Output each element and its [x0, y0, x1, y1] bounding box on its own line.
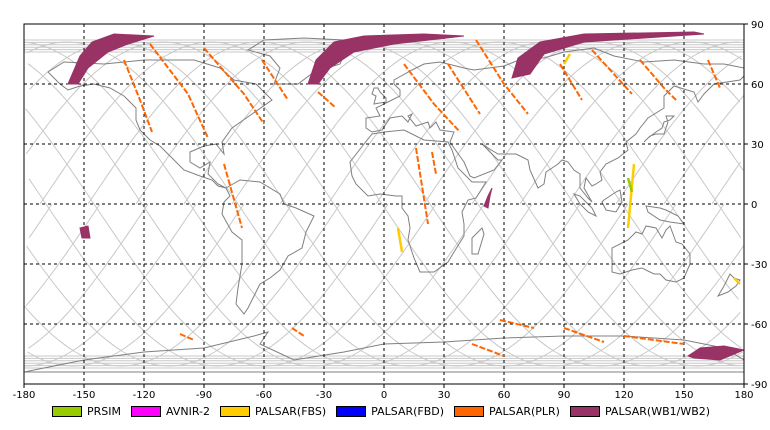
orbit-tracks [24, 39, 744, 369]
swath-plr [431, 151, 437, 175]
swath-plr [471, 343, 505, 357]
coastline-madagascar [471, 227, 485, 255]
swath-plr [317, 91, 337, 109]
swath-fbs [733, 277, 741, 285]
legend-label: AVNIR-2 [166, 404, 210, 418]
legend-item: PALSAR(FBS) [219, 404, 327, 418]
swath-wb [483, 187, 493, 209]
swath-plr [291, 327, 305, 337]
legend-label: PALSAR(FBS) [254, 404, 327, 418]
legend-label: PALSAR(WB1/WB2) [604, 404, 711, 418]
legend-item: PALSAR(FBD) [336, 405, 444, 418]
lat-tick-label: 30 [751, 140, 764, 151]
swath-plr [403, 63, 461, 133]
lat-tick-label: -90 [751, 380, 767, 391]
swath-fbs [562, 53, 572, 65]
legend-item: PRSIM [52, 405, 121, 418]
coastline-sumatra [572, 193, 598, 218]
swath-plr [639, 59, 677, 101]
swath-plr [223, 163, 243, 229]
longitude-ticks: -180 -150 -120 -90 -60 -30 0 30 60 90 120 150 180 [13, 384, 754, 401]
legend-swatch [52, 405, 82, 417]
legend-swatch [131, 405, 161, 417]
legend-item: PALSAR(PLR) [454, 405, 560, 418]
orbit-track [26, 41, 742, 367]
coastline-africa [349, 129, 487, 273]
lon-tick-label: 150 [674, 390, 693, 401]
coastline-uk [371, 87, 387, 105]
orbit-track [39, 41, 725, 367]
legend-item: AVNIR-2 [131, 405, 210, 418]
legend-label: PALSAR(PLR) [489, 404, 560, 418]
lon-tick-label: 180 [734, 390, 753, 401]
swath-plr [707, 59, 721, 89]
coastline-borneo [601, 189, 623, 213]
coastline-north-america [47, 59, 273, 189]
swath-plr [203, 47, 265, 125]
orbit-track [27, 41, 743, 367]
swath-plr [149, 43, 209, 139]
lon-tick-label: 30 [438, 390, 451, 401]
lat-tick-label: -30 [751, 260, 767, 271]
swath-fbs [396, 227, 404, 253]
swath-plr [563, 327, 605, 343]
swath-plr [475, 39, 529, 115]
lon-tick-label: -150 [73, 390, 96, 401]
swath-wb [511, 31, 705, 79]
swath-plr [559, 63, 583, 101]
lat-tick-label: 60 [751, 80, 764, 91]
coastline-eurasia [365, 47, 744, 203]
lat-tick-label: 0 [751, 200, 757, 211]
legend-label: PRSIM [87, 404, 121, 418]
swath-wb [79, 225, 91, 239]
lon-tick-label: 90 [558, 390, 571, 401]
lon-tick-label: -180 [13, 390, 36, 401]
lon-tick-label: 60 [498, 390, 511, 401]
legend-swatch [454, 405, 485, 417]
legend: PRSIM AVNIR-2 PALSAR(FBS) PALSAR(FBD) PALSAR… [52, 403, 720, 419]
legend-swatch [336, 405, 367, 417]
latitude-ticks: 90 60 30 0 -30 -60 -90 [744, 20, 767, 391]
legend-swatch [569, 405, 600, 417]
lon-tick-label: -120 [133, 390, 156, 401]
coastline-australia [611, 225, 691, 283]
swath-wb [67, 33, 155, 85]
swath-plr [623, 335, 685, 345]
swath-plr [447, 63, 481, 115]
swath-plr [591, 49, 633, 95]
lon-tick-label: 120 [614, 390, 633, 401]
coastline-japan [643, 115, 676, 143]
legend-swatch [219, 405, 250, 417]
observation-swaths [67, 31, 744, 361]
legend-item: PALSAR(WB1/WB2) [569, 404, 711, 418]
swath-plr [123, 59, 153, 133]
lon-tick-label: -30 [316, 390, 332, 401]
swath-plr [179, 333, 195, 341]
swath-wb [686, 345, 744, 361]
swath-plr [499, 319, 535, 329]
lon-tick-label: -90 [196, 390, 212, 401]
lat-tick-label: 90 [751, 20, 764, 31]
swath-prism [626, 177, 634, 193]
lon-tick-label: -60 [256, 390, 272, 401]
swath-fbs [626, 163, 636, 229]
lat-tick-label: -60 [751, 320, 767, 331]
lon-tick-label: 0 [381, 390, 387, 401]
legend-label: PALSAR(FBD) [371, 404, 445, 418]
swath-wb [307, 33, 465, 85]
swath-plr [415, 147, 429, 225]
graticule [24, 24, 744, 384]
